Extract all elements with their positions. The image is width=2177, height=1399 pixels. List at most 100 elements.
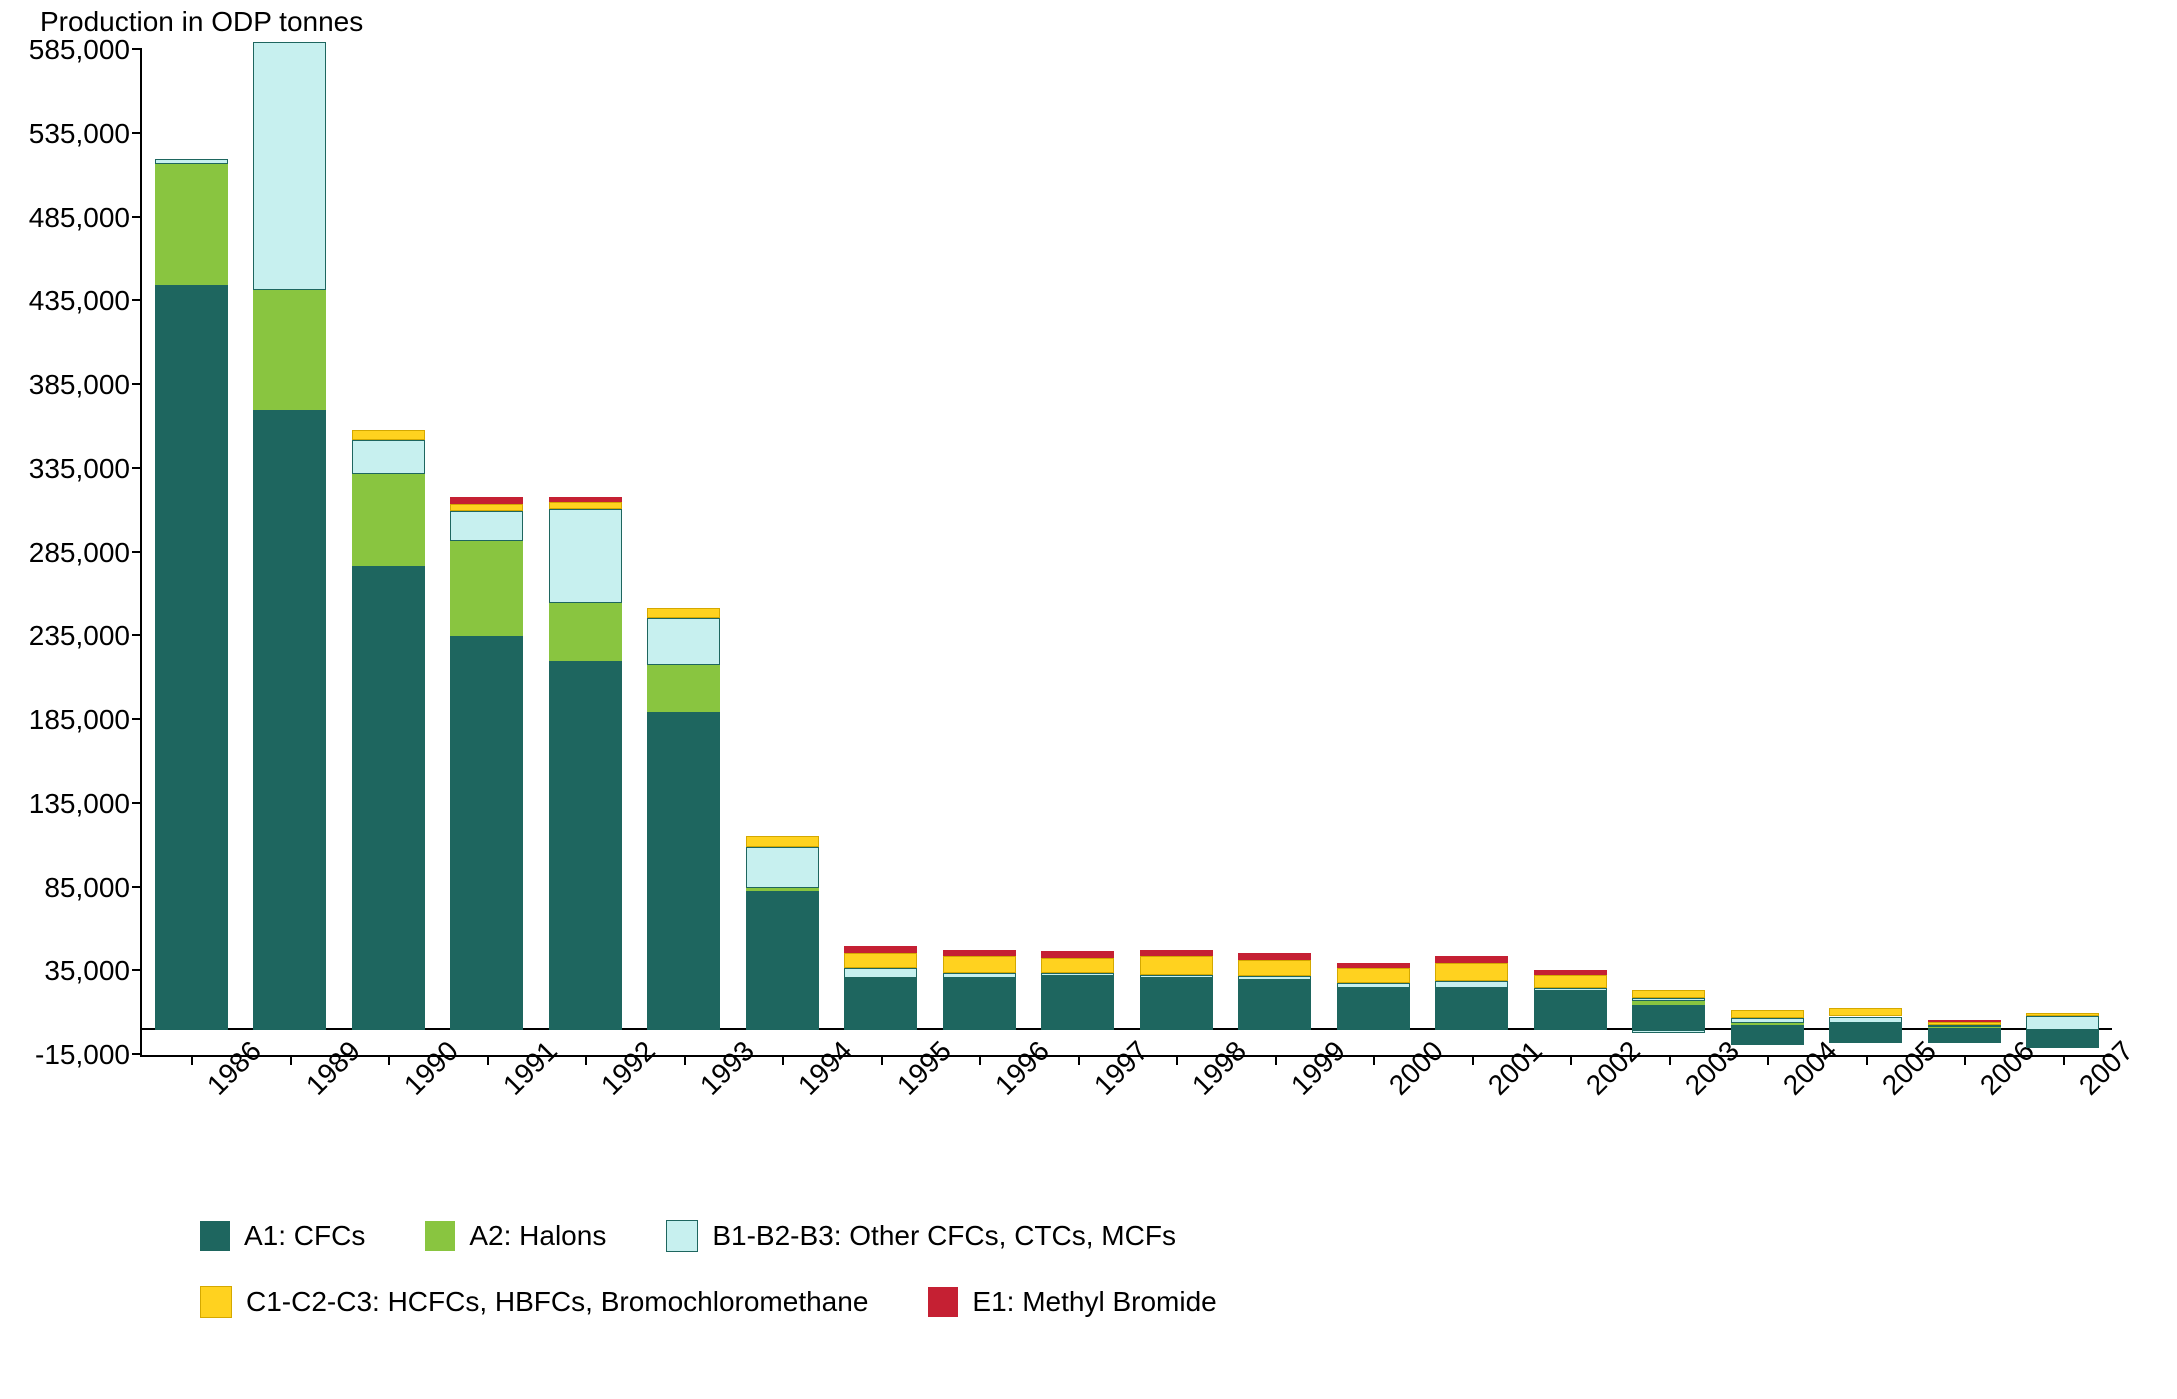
bar-group <box>1238 50 1311 1055</box>
y-tick-label: 35,000 <box>44 955 142 987</box>
zero-axis-line <box>142 1028 2112 1030</box>
bar-segment-a1 <box>155 285 228 1030</box>
y-tick-label: -15,000 <box>35 1039 142 1071</box>
bar-segment-c <box>647 608 720 618</box>
x-tick <box>1472 1055 1474 1065</box>
bar-segment-c <box>943 956 1016 973</box>
bar-segment-a1 <box>1435 988 1508 1030</box>
bar-segment-c <box>1829 1008 1902 1016</box>
bar-segment-c <box>1534 975 1607 988</box>
bar-segment-c <box>1041 958 1114 973</box>
bar-group <box>1731 50 1804 1055</box>
bar-segment-b <box>2026 1016 2099 1029</box>
legend-label: A1: CFCs <box>244 1220 365 1252</box>
legend-row: A1: CFCsA2: HalonsB1-B2-B3: Other CFCs, … <box>200 1220 1217 1252</box>
x-tick <box>1570 1055 1572 1065</box>
bar-segment-b <box>1632 998 1705 1001</box>
bar-segment-b <box>253 42 326 290</box>
bar-segment-a1 <box>1238 980 1311 1030</box>
x-tick <box>2063 1055 2065 1065</box>
bar-segment-a1 <box>1829 1023 1902 1030</box>
bar-segment-e1 <box>844 946 917 953</box>
y-tick-label: 135,000 <box>29 788 142 820</box>
legend-swatch-b <box>666 1220 698 1252</box>
bar-segment-c <box>1140 956 1213 974</box>
chart-container: Production in ODP tonnes -15,00035,00085… <box>0 0 2177 1399</box>
bar-group <box>1534 50 1607 1055</box>
legend-row: C1-C2-C3: HCFCs, HBFCs, Bromochlorometha… <box>200 1286 1217 1318</box>
legend-swatch-c <box>200 1286 232 1318</box>
bar-segment-a2 <box>1928 1027 2001 1029</box>
bar-group <box>647 50 720 1055</box>
bar-group <box>2026 50 2099 1055</box>
bar-segment-a2 <box>1731 1023 1804 1025</box>
x-tick <box>782 1055 784 1065</box>
y-tick-label: 185,000 <box>29 704 142 736</box>
bar-segment-b <box>1041 973 1114 976</box>
bar-segment-e1 <box>1435 956 1508 963</box>
bar-segment-b <box>647 618 720 665</box>
legend-item-a1: A1: CFCs <box>200 1220 365 1252</box>
legend-label: C1-C2-C3: HCFCs, HBFCs, Bromochlorometha… <box>246 1286 868 1318</box>
bar-segment-a1-neg <box>1928 1030 2001 1043</box>
plot-area: -15,00035,00085,000135,000185,000235,000… <box>140 50 2112 1057</box>
bar-segment-a1 <box>844 978 917 1030</box>
bar-segment-b <box>1140 975 1213 978</box>
x-tick <box>585 1055 587 1065</box>
bar-segment-a1 <box>746 891 819 1030</box>
bar-segment-b <box>352 440 425 474</box>
x-tick <box>684 1055 686 1065</box>
legend-item-e1: E1: Methyl Bromide <box>928 1286 1216 1318</box>
bar-segment-a1 <box>1632 1005 1705 1030</box>
bar-group <box>1337 50 1410 1055</box>
bar-segment-c <box>450 504 523 511</box>
bar-segment-a1 <box>549 661 622 1030</box>
bar-segment-a2 <box>746 888 819 891</box>
y-tick-label: 285,000 <box>29 537 142 569</box>
x-tick <box>1373 1055 1375 1065</box>
bar-segment-c <box>2026 1013 2099 1016</box>
bar-segment-a2 <box>647 665 720 712</box>
bar-segment-e1 <box>943 950 1016 957</box>
legend-item-a2: A2: Halons <box>425 1220 606 1252</box>
bar-segment-c <box>844 953 917 968</box>
bar-segment-e1 <box>1041 951 1114 958</box>
bar-group <box>1140 50 1213 1055</box>
bar-segment-a1 <box>647 712 720 1030</box>
y-tick-label: 235,000 <box>29 620 142 652</box>
bar-segment-b <box>943 973 1016 978</box>
y-tick-label: 335,000 <box>29 453 142 485</box>
bar-group <box>1829 50 1902 1055</box>
bar-segment-a1 <box>1041 976 1114 1030</box>
legend-label: A2: Halons <box>469 1220 606 1252</box>
bar-segment-b <box>1435 981 1508 988</box>
bar-segment-e1 <box>1238 953 1311 960</box>
bar-segment-c <box>1337 968 1410 983</box>
bar-group <box>1435 50 1508 1055</box>
bar-segment-b-neg <box>1632 1030 1705 1033</box>
bar-segment-a1-neg <box>2026 1030 2099 1048</box>
bar-segment-e1 <box>1534 970 1607 975</box>
bar-group <box>352 50 425 1055</box>
x-tick <box>1176 1055 1178 1065</box>
bar-segment-a1 <box>1534 991 1607 1030</box>
legend-swatch-e1 <box>928 1287 958 1317</box>
bar-segment-c <box>1928 1022 2001 1025</box>
bar-segment-c <box>1731 1010 1804 1018</box>
x-tick <box>1964 1055 1966 1065</box>
bar-segment-a1 <box>450 636 523 1030</box>
bar-segment-c <box>549 502 622 509</box>
bar-segment-a2 <box>549 603 622 662</box>
bar-group <box>746 50 819 1055</box>
bar-segment-a2 <box>253 290 326 411</box>
bar-group <box>253 50 326 1055</box>
y-tick-label: 535,000 <box>29 118 142 150</box>
x-tick <box>388 1055 390 1065</box>
bar-segment-b <box>1829 1017 1902 1024</box>
bar-segment-a1 <box>253 410 326 1030</box>
bar-segment-e1 <box>549 497 622 502</box>
y-tick-label: 435,000 <box>29 285 142 317</box>
bar-segment-b <box>1337 983 1410 988</box>
x-tick <box>1669 1055 1671 1065</box>
x-tick <box>487 1055 489 1065</box>
